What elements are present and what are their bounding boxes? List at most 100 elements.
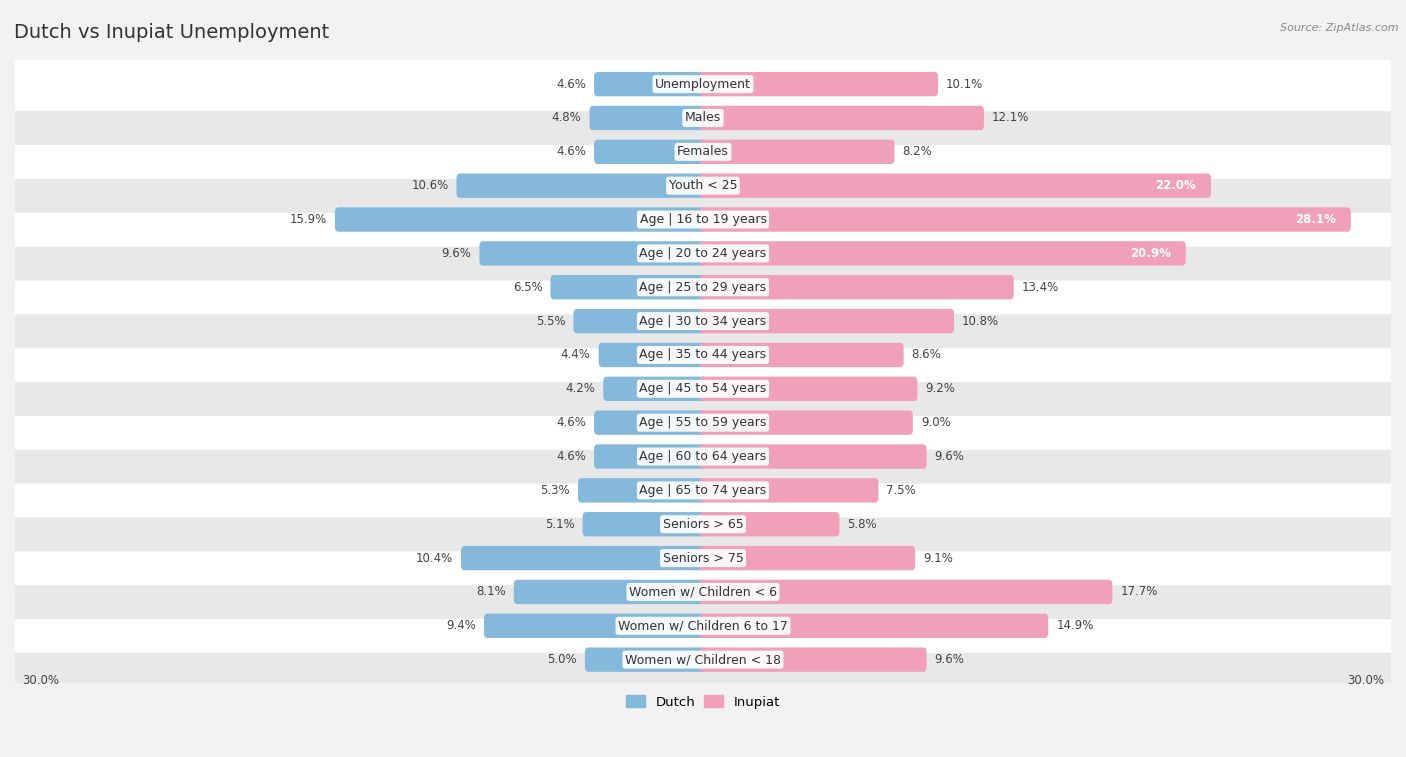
- Text: 9.6%: 9.6%: [935, 653, 965, 666]
- Text: 30.0%: 30.0%: [1347, 674, 1384, 687]
- Text: Youth < 25: Youth < 25: [669, 179, 737, 192]
- Text: 8.6%: 8.6%: [911, 348, 942, 361]
- FancyBboxPatch shape: [700, 173, 1211, 198]
- Text: 4.6%: 4.6%: [557, 416, 586, 429]
- Text: Women w/ Children < 6: Women w/ Children < 6: [628, 585, 778, 599]
- Text: 8.1%: 8.1%: [477, 585, 506, 599]
- Text: 15.9%: 15.9%: [290, 213, 326, 226]
- FancyBboxPatch shape: [603, 377, 706, 401]
- Text: 9.1%: 9.1%: [924, 552, 953, 565]
- FancyBboxPatch shape: [8, 497, 1398, 551]
- FancyBboxPatch shape: [8, 531, 1398, 585]
- FancyBboxPatch shape: [700, 139, 894, 164]
- FancyBboxPatch shape: [461, 546, 706, 570]
- FancyBboxPatch shape: [578, 478, 706, 503]
- FancyBboxPatch shape: [335, 207, 706, 232]
- Text: 6.5%: 6.5%: [513, 281, 543, 294]
- FancyBboxPatch shape: [595, 410, 706, 435]
- Text: Age | 20 to 24 years: Age | 20 to 24 years: [640, 247, 766, 260]
- FancyBboxPatch shape: [585, 647, 706, 671]
- FancyBboxPatch shape: [484, 614, 706, 638]
- Legend: Dutch, Inupiat: Dutch, Inupiat: [620, 690, 786, 714]
- FancyBboxPatch shape: [8, 57, 1398, 111]
- Text: Seniors > 65: Seniors > 65: [662, 518, 744, 531]
- FancyBboxPatch shape: [8, 260, 1398, 314]
- Text: 10.6%: 10.6%: [411, 179, 449, 192]
- Text: 7.5%: 7.5%: [886, 484, 917, 497]
- FancyBboxPatch shape: [8, 396, 1398, 450]
- FancyBboxPatch shape: [8, 91, 1398, 145]
- Text: 10.8%: 10.8%: [962, 315, 1000, 328]
- Text: Unemployment: Unemployment: [655, 78, 751, 91]
- Text: Source: ZipAtlas.com: Source: ZipAtlas.com: [1281, 23, 1399, 33]
- Text: 9.0%: 9.0%: [921, 416, 950, 429]
- FancyBboxPatch shape: [574, 309, 706, 333]
- FancyBboxPatch shape: [479, 241, 706, 266]
- FancyBboxPatch shape: [700, 614, 1047, 638]
- Text: Age | 65 to 74 years: Age | 65 to 74 years: [640, 484, 766, 497]
- FancyBboxPatch shape: [8, 463, 1398, 518]
- Text: 9.6%: 9.6%: [935, 450, 965, 463]
- FancyBboxPatch shape: [8, 192, 1398, 247]
- Text: 28.1%: 28.1%: [1295, 213, 1336, 226]
- Text: 13.4%: 13.4%: [1022, 281, 1059, 294]
- Text: 10.1%: 10.1%: [946, 78, 983, 91]
- FancyBboxPatch shape: [8, 226, 1398, 281]
- FancyBboxPatch shape: [8, 429, 1398, 484]
- FancyBboxPatch shape: [700, 72, 938, 96]
- FancyBboxPatch shape: [700, 309, 955, 333]
- Text: 5.5%: 5.5%: [536, 315, 565, 328]
- Text: Age | 16 to 19 years: Age | 16 to 19 years: [640, 213, 766, 226]
- Text: 5.8%: 5.8%: [848, 518, 877, 531]
- FancyBboxPatch shape: [8, 159, 1398, 213]
- Text: 10.4%: 10.4%: [416, 552, 453, 565]
- Text: 17.7%: 17.7%: [1121, 585, 1157, 599]
- FancyBboxPatch shape: [8, 362, 1398, 416]
- Text: Age | 45 to 54 years: Age | 45 to 54 years: [640, 382, 766, 395]
- FancyBboxPatch shape: [8, 599, 1398, 653]
- Text: Males: Males: [685, 111, 721, 124]
- FancyBboxPatch shape: [457, 173, 706, 198]
- FancyBboxPatch shape: [700, 207, 1351, 232]
- Text: Seniors > 75: Seniors > 75: [662, 552, 744, 565]
- FancyBboxPatch shape: [700, 444, 927, 469]
- Text: 20.9%: 20.9%: [1130, 247, 1171, 260]
- Text: 12.1%: 12.1%: [993, 111, 1029, 124]
- FancyBboxPatch shape: [8, 125, 1398, 179]
- Text: 4.6%: 4.6%: [557, 450, 586, 463]
- Text: 5.0%: 5.0%: [547, 653, 576, 666]
- FancyBboxPatch shape: [700, 377, 918, 401]
- FancyBboxPatch shape: [582, 512, 706, 537]
- Text: Age | 25 to 29 years: Age | 25 to 29 years: [640, 281, 766, 294]
- FancyBboxPatch shape: [589, 106, 706, 130]
- FancyBboxPatch shape: [8, 294, 1398, 348]
- Text: Females: Females: [678, 145, 728, 158]
- FancyBboxPatch shape: [595, 444, 706, 469]
- Text: 4.8%: 4.8%: [551, 111, 582, 124]
- Text: 4.2%: 4.2%: [565, 382, 595, 395]
- Text: 4.6%: 4.6%: [557, 78, 586, 91]
- Text: 30.0%: 30.0%: [22, 674, 59, 687]
- Text: 9.2%: 9.2%: [925, 382, 955, 395]
- FancyBboxPatch shape: [700, 343, 904, 367]
- FancyBboxPatch shape: [551, 275, 706, 300]
- FancyBboxPatch shape: [700, 512, 839, 537]
- Text: 5.1%: 5.1%: [544, 518, 575, 531]
- Text: Women w/ Children 6 to 17: Women w/ Children 6 to 17: [619, 619, 787, 632]
- FancyBboxPatch shape: [700, 478, 879, 503]
- Text: Age | 30 to 34 years: Age | 30 to 34 years: [640, 315, 766, 328]
- Text: Dutch vs Inupiat Unemployment: Dutch vs Inupiat Unemployment: [14, 23, 329, 42]
- Text: 22.0%: 22.0%: [1156, 179, 1197, 192]
- FancyBboxPatch shape: [700, 106, 984, 130]
- FancyBboxPatch shape: [700, 580, 1112, 604]
- Text: Age | 55 to 59 years: Age | 55 to 59 years: [640, 416, 766, 429]
- Text: 4.6%: 4.6%: [557, 145, 586, 158]
- FancyBboxPatch shape: [700, 546, 915, 570]
- Text: 9.4%: 9.4%: [446, 619, 477, 632]
- FancyBboxPatch shape: [8, 565, 1398, 619]
- FancyBboxPatch shape: [700, 647, 927, 671]
- FancyBboxPatch shape: [595, 72, 706, 96]
- Text: Women w/ Children < 18: Women w/ Children < 18: [626, 653, 780, 666]
- FancyBboxPatch shape: [595, 139, 706, 164]
- Text: 9.6%: 9.6%: [441, 247, 471, 260]
